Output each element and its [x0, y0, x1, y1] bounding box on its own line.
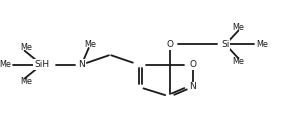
Text: Me: Me	[233, 57, 244, 66]
Text: Si: Si	[221, 40, 230, 49]
Text: N: N	[189, 82, 196, 91]
Text: Me: Me	[84, 40, 96, 49]
Text: Me: Me	[233, 23, 244, 32]
Text: N: N	[78, 60, 85, 69]
Text: Me: Me	[0, 60, 11, 69]
Text: O: O	[189, 60, 196, 69]
Text: Me: Me	[256, 40, 268, 49]
Text: Me: Me	[20, 77, 32, 86]
Text: SiH: SiH	[34, 60, 49, 69]
Text: Me: Me	[20, 43, 32, 52]
Text: O: O	[166, 40, 173, 49]
